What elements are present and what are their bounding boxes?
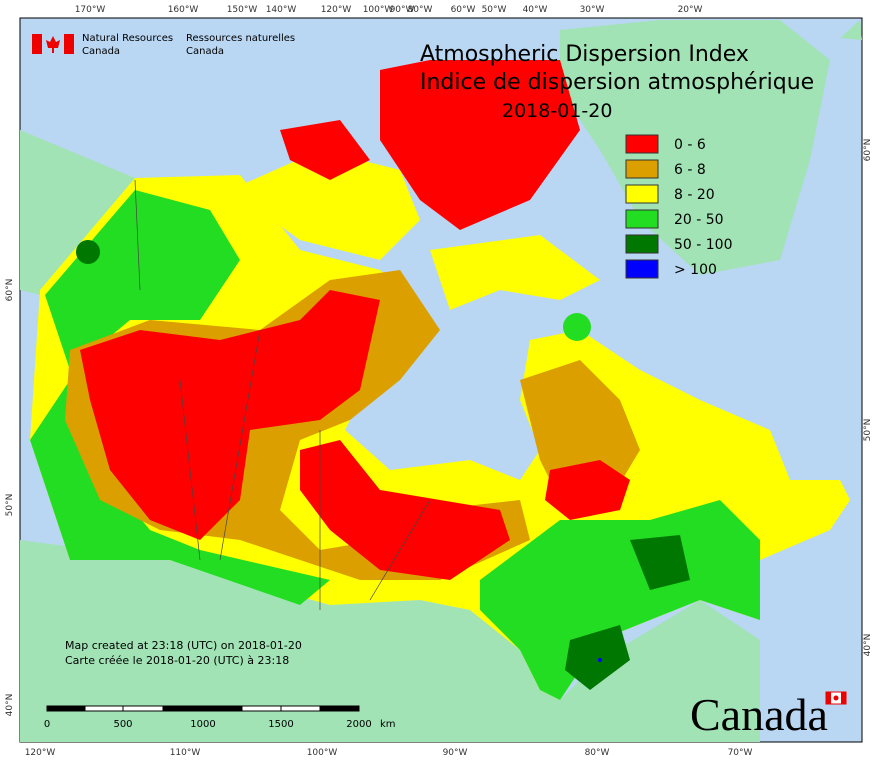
legend-label: 8 - 20 [674, 187, 715, 203]
graticule-label: 160°W [168, 5, 199, 15]
graticule-label: 100°W [363, 5, 394, 15]
scale-segment [122, 705, 164, 712]
graticule-label: 100°W [307, 748, 338, 758]
legend-swatch [625, 134, 659, 154]
graticule-label: 60°W [451, 5, 476, 15]
scale-label: 2000 [346, 719, 371, 730]
graticule-label: 40°N [863, 634, 873, 657]
legend-swatch [625, 184, 659, 204]
title: Atmospheric Dispersion Index [420, 42, 749, 67]
org-en: Canada [82, 46, 120, 57]
scale-label: 0 [44, 719, 50, 730]
scale-segment [280, 705, 321, 712]
scale-segment [84, 705, 124, 712]
graticule-label: 80°W [585, 748, 610, 758]
graticule-label: 50°W [482, 5, 507, 15]
graticule-label: 40°N [5, 694, 15, 717]
scale-segment [241, 705, 282, 712]
graticule-label: 50°N [863, 419, 873, 442]
nrcan-signature: Natural Resources Canada Ressources natu… [32, 33, 295, 57]
graticule-label: 80°W [408, 5, 433, 15]
scale-segment [162, 705, 204, 712]
graticule-label: 120°W [321, 5, 352, 15]
graticule-label: 70°W [728, 748, 753, 758]
scale-bar: 0 500 1000 1500 2000 km [44, 705, 396, 730]
credit-en: Map created at 23:18 (UTC) on 2018-01-20 [65, 639, 302, 652]
graticule-label: 90°W [443, 748, 468, 758]
legend-swatch [625, 209, 659, 229]
map-date: 2018-01-20 [502, 100, 612, 122]
legend-swatch [625, 259, 659, 279]
scale-segment [202, 705, 243, 712]
org-fr: Canada [186, 46, 224, 57]
graticule-label: 20°W [678, 5, 703, 15]
flag-leaf [46, 36, 60, 53]
credit-fr: Carte créée le 2018-01-20 (UTC) à 23:18 [65, 654, 289, 667]
canada-dispersion [30, 60, 850, 700]
scale-label: 1000 [190, 719, 215, 730]
graticule-label: 170°W [75, 5, 106, 15]
graticule-label: 140°W [266, 5, 297, 15]
scale-unit: km [380, 719, 396, 730]
scale-segment [46, 705, 86, 712]
title-fr: Indice de dispersion atmosphérique [420, 70, 814, 95]
graticule-label: 60°N [5, 279, 15, 302]
graticule-label: 40°W [523, 5, 548, 15]
scale-label: 1500 [268, 719, 293, 730]
legend-swatch [625, 159, 659, 179]
graticule-label: 150°W [227, 5, 258, 15]
flag-bar [32, 34, 42, 54]
legend-label: 50 - 100 [674, 237, 733, 253]
legend-label: 6 - 8 [674, 162, 706, 178]
wordmark-flag [825, 691, 847, 705]
graticule-labels: 170°W 160°W 150°W 140°W 120°W 100°W90°W80°W 60… [5, 5, 873, 758]
legend-swatch [625, 234, 659, 254]
legend-label: 20 - 50 [674, 212, 724, 228]
graticule-label: 120°W [25, 748, 56, 758]
graticule-label: 90°W [390, 5, 415, 15]
graticule-label: 30°W [580, 5, 605, 15]
wordmark: Canada [690, 689, 828, 740]
org-en: Natural Resources [82, 33, 173, 44]
graticule-label: 110°W [170, 748, 201, 758]
legend-label: 0 - 6 [674, 137, 706, 153]
legend-label: > 100 [674, 262, 717, 278]
graticule-label: 50°N [5, 494, 15, 517]
org-fr: Ressources naturelles [186, 33, 295, 44]
flag-bar [64, 34, 74, 54]
scale-label: 500 [113, 719, 132, 730]
scale-segment [319, 705, 360, 712]
graticule-label: 60°N [863, 139, 873, 162]
foreign-land [20, 20, 862, 742]
legend: 0 - 6 6 - 8 8 - 20 20 - 50 50 - 100 > 100 [625, 134, 733, 279]
